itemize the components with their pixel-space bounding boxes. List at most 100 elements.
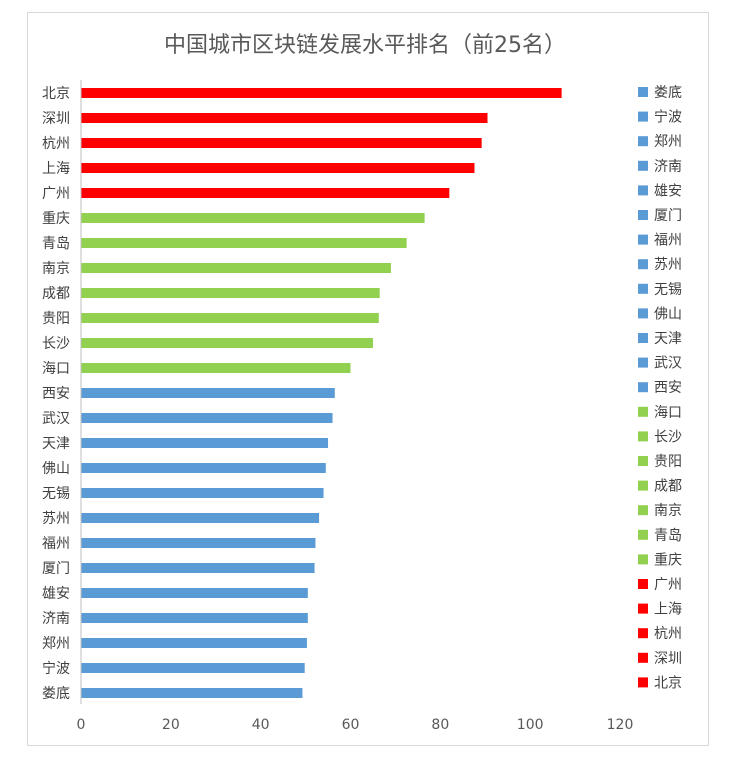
bar bbox=[81, 613, 308, 623]
chart-border bbox=[27, 12, 709, 746]
legend-label: 贵阳 bbox=[654, 454, 682, 470]
bar bbox=[81, 363, 351, 373]
legend-label: 上海 bbox=[654, 602, 682, 618]
legend-swatch bbox=[638, 210, 648, 220]
category-label: 天津 bbox=[42, 436, 70, 452]
legend-label: 郑州 bbox=[654, 134, 682, 150]
category-label: 北京 bbox=[42, 86, 70, 102]
bar bbox=[81, 438, 329, 448]
bar bbox=[81, 538, 316, 548]
legend-swatch bbox=[638, 283, 648, 294]
category-label: 南京 bbox=[42, 261, 70, 277]
legend-label: 武汉 bbox=[654, 356, 682, 372]
bar bbox=[81, 88, 562, 98]
bar bbox=[81, 313, 379, 323]
bar bbox=[81, 588, 308, 598]
legend-swatch bbox=[638, 677, 648, 688]
category-label: 深圳 bbox=[42, 111, 70, 127]
legend-swatch bbox=[638, 357, 648, 368]
legend-label: 苏州 bbox=[654, 257, 682, 273]
category-label: 上海 bbox=[42, 161, 70, 177]
bar bbox=[81, 113, 488, 123]
legend-swatch bbox=[638, 456, 648, 466]
category-label: 杭州 bbox=[42, 136, 70, 152]
bars bbox=[81, 88, 562, 698]
legend-swatch bbox=[638, 480, 648, 491]
legend-label: 福州 bbox=[654, 233, 682, 249]
legend-swatch bbox=[638, 333, 648, 343]
legend-label: 广州 bbox=[654, 577, 682, 593]
bar bbox=[81, 138, 482, 148]
bar bbox=[81, 638, 307, 648]
x-tick-label: 80 bbox=[431, 717, 449, 733]
legend-swatch bbox=[638, 529, 648, 540]
legend-label: 雄安 bbox=[654, 183, 682, 199]
bar bbox=[81, 288, 380, 298]
legend-label: 天津 bbox=[654, 331, 682, 347]
legend-swatch bbox=[638, 505, 648, 516]
bar bbox=[81, 188, 450, 198]
legend-swatch bbox=[638, 554, 648, 565]
bar bbox=[81, 163, 475, 173]
legend-swatch bbox=[638, 136, 648, 147]
legend-label: 北京 bbox=[654, 675, 682, 691]
x-tick-label: 0 bbox=[77, 717, 86, 733]
category-label: 西安 bbox=[42, 386, 70, 402]
legend-swatch bbox=[638, 406, 648, 417]
category-labels: 北京深圳杭州上海广州重庆青岛南京成都贵阳长沙海口西安武汉天津佛山无锡苏州福州厦门… bbox=[42, 86, 70, 702]
category-label: 郑州 bbox=[42, 636, 70, 652]
legend-swatch bbox=[638, 185, 648, 196]
legend-label: 深圳 bbox=[654, 651, 682, 667]
legend-label: 济南 bbox=[654, 159, 682, 175]
category-label: 长沙 bbox=[42, 336, 70, 352]
bar bbox=[81, 263, 391, 273]
legend: 娄底宁波郑州济南雄安厦门福州苏州无锡佛山天津武汉西安海口长沙贵阳成都南京青岛重庆… bbox=[638, 85, 682, 691]
legend-swatch bbox=[638, 652, 648, 663]
legend-label: 西安 bbox=[654, 380, 682, 396]
legend-swatch bbox=[638, 234, 648, 245]
bar bbox=[81, 688, 303, 698]
bar bbox=[81, 663, 305, 673]
bar bbox=[81, 463, 326, 473]
category-label: 成都 bbox=[42, 286, 70, 302]
legend-swatch bbox=[638, 579, 648, 589]
category-label: 武汉 bbox=[42, 411, 70, 427]
bar bbox=[81, 238, 407, 248]
legend-swatch bbox=[638, 259, 648, 270]
bar bbox=[81, 488, 324, 498]
legend-swatch bbox=[638, 87, 648, 97]
category-label: 苏州 bbox=[42, 511, 70, 527]
legend-label: 南京 bbox=[654, 503, 682, 519]
legend-label: 重庆 bbox=[654, 552, 682, 568]
legend-swatch bbox=[638, 382, 648, 393]
bar bbox=[81, 513, 320, 523]
x-tick-label: 100 bbox=[517, 717, 544, 733]
bar bbox=[81, 338, 373, 348]
chart-title: 中国城市区块链发展水平排名（前25名） bbox=[164, 33, 566, 58]
category-label: 厦门 bbox=[42, 561, 70, 577]
category-label: 佛山 bbox=[42, 461, 70, 477]
legend-swatch bbox=[638, 160, 648, 171]
bar bbox=[81, 388, 335, 398]
legend-label: 成都 bbox=[654, 479, 682, 495]
bar bbox=[81, 563, 315, 573]
x-tick-label: 20 bbox=[162, 717, 180, 733]
legend-label: 无锡 bbox=[654, 282, 682, 298]
legend-swatch bbox=[638, 431, 648, 442]
legend-label: 杭州 bbox=[654, 626, 682, 642]
x-tick-label: 40 bbox=[252, 717, 270, 733]
category-label: 济南 bbox=[42, 611, 70, 627]
category-label: 广州 bbox=[42, 186, 70, 202]
bar bbox=[81, 413, 333, 423]
category-label: 娄底 bbox=[42, 686, 70, 702]
legend-swatch bbox=[638, 628, 648, 639]
legend-label: 厦门 bbox=[654, 208, 682, 224]
category-label: 贵阳 bbox=[42, 311, 70, 327]
legend-swatch bbox=[638, 603, 648, 614]
x-tick-label: 120 bbox=[607, 717, 634, 733]
legend-label: 长沙 bbox=[654, 429, 682, 445]
category-label: 青岛 bbox=[42, 236, 70, 252]
category-label: 宁波 bbox=[42, 660, 70, 677]
